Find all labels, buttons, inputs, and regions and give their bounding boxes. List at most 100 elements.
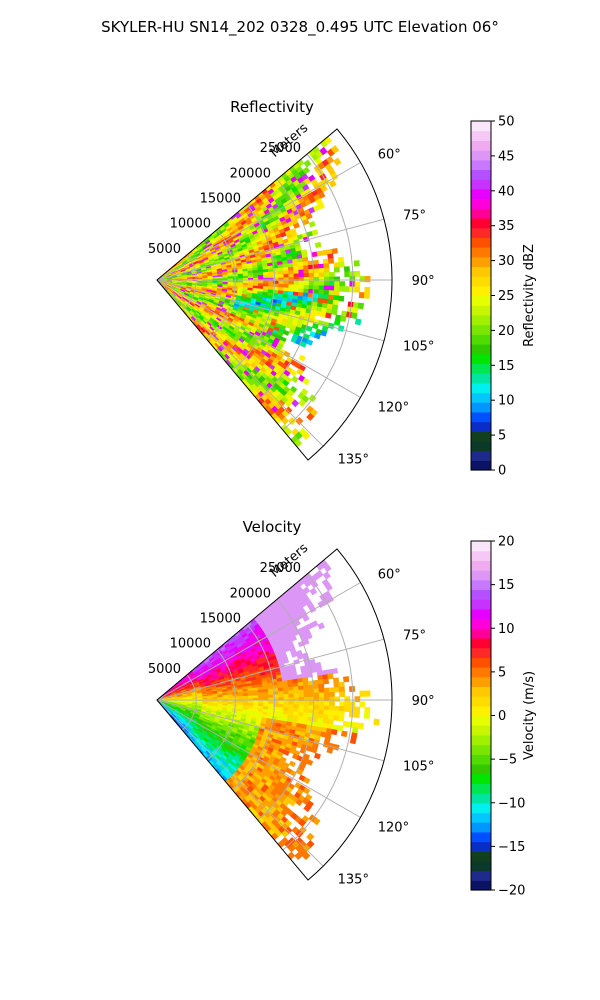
colorbar-swatch	[471, 715, 491, 726]
colorbar-swatch	[471, 599, 491, 610]
angle-tick-label: 60°	[378, 148, 401, 163]
field-cell	[293, 266, 300, 271]
field-cell	[318, 289, 325, 295]
colorbar-swatch	[471, 295, 491, 306]
field-cell	[333, 157, 342, 166]
colorbar-tick-label: −20	[498, 884, 525, 899]
colorbar-swatch	[471, 460, 491, 471]
field-cell	[354, 286, 361, 293]
field-cell	[288, 280, 295, 286]
field-cell	[331, 247, 339, 255]
colorbar-swatch	[471, 421, 491, 432]
field-cell	[354, 281, 361, 288]
field-cell	[339, 315, 347, 323]
field-cell	[287, 851, 296, 860]
field-cell	[313, 268, 320, 274]
field-cell	[327, 258, 335, 264]
colorbar-tick-label: −5	[498, 753, 517, 768]
field-cell	[298, 704, 305, 710]
field-cell	[328, 179, 337, 188]
field-cell	[343, 266, 350, 273]
field-cell	[303, 269, 310, 274]
field-cell	[278, 274, 285, 279]
field-cell	[318, 692, 325, 698]
colorbar-swatch	[471, 822, 491, 833]
colorbar-swatch	[471, 541, 491, 552]
colorbar-swatch	[471, 276, 491, 287]
field-cell	[268, 691, 274, 696]
field-cell	[298, 269, 305, 275]
field-cell	[328, 687, 335, 693]
field-cell	[311, 323, 319, 330]
field-cell	[318, 285, 325, 291]
field-cell	[303, 280, 310, 286]
field-cell	[353, 260, 360, 267]
field-cell	[338, 715, 345, 722]
colorbar-swatch	[471, 628, 491, 639]
field-cell	[328, 691, 335, 698]
field-cell	[334, 696, 341, 702]
field-cell	[353, 711, 360, 719]
colorbar-swatch	[471, 353, 491, 364]
colorbar-label: Velocity (m/s)	[522, 671, 537, 760]
field-cell	[278, 280, 285, 285]
field-cell	[323, 701, 330, 707]
colorbar: 0 5 10 15 20 25 30 35 40 45 50 Reflectivity dBZ	[470, 115, 537, 479]
field-cell	[283, 280, 290, 285]
field-cell	[318, 683, 325, 690]
colorbar-swatch	[471, 179, 491, 190]
colorbar-swatch	[471, 667, 491, 678]
field-cell	[338, 686, 345, 693]
colorbar-swatch	[471, 734, 491, 746]
panel-title: Reflectivity	[230, 98, 314, 116]
angle-tick-label: 105°	[403, 759, 434, 774]
field-cell	[333, 290, 340, 297]
field-cell	[313, 684, 320, 690]
field-cell	[338, 261, 345, 268]
field-cell	[306, 832, 315, 841]
colorbar-swatch	[471, 198, 491, 209]
colorbar-tick-label: 45	[498, 149, 515, 164]
field-cell	[328, 705, 335, 712]
angle-tick-label: 120°	[378, 400, 409, 415]
field-cell	[306, 339, 314, 346]
colorbar-swatch	[471, 188, 491, 200]
field-cell	[344, 696, 351, 703]
field-cell	[328, 290, 335, 296]
angle-tick-label: 90°	[412, 274, 435, 289]
radial-tick-label: 10000	[170, 217, 211, 232]
colorbar-tick-label: 15	[498, 359, 515, 374]
colorbar-tick-label: 25	[498, 289, 515, 304]
field-cell	[338, 286, 345, 292]
colorbar-swatch	[471, 440, 491, 452]
field-cell	[278, 270, 285, 276]
radial-tick-label: 5000	[148, 662, 181, 677]
field-cell	[330, 308, 338, 316]
field-cell	[354, 270, 361, 277]
colorbar-tick-label: 20	[498, 324, 515, 339]
field-cell	[364, 275, 371, 283]
field-cell	[293, 280, 300, 286]
colorbar-swatch	[471, 305, 491, 316]
field-cell	[288, 760, 296, 768]
field-cell	[322, 258, 330, 265]
colorbar-swatch	[471, 392, 491, 403]
field-cell	[303, 265, 310, 271]
colorbar-tick-label: 5	[498, 429, 506, 444]
field-cell	[344, 701, 351, 708]
field-cell	[298, 689, 305, 695]
field-cell	[283, 697, 290, 702]
field-cell	[293, 693, 300, 698]
field-cell	[357, 302, 365, 310]
radar-field	[156, 559, 380, 861]
field-cell	[293, 284, 300, 290]
colorbar-swatch	[471, 608, 491, 620]
colorbar-swatch	[471, 208, 491, 219]
field-cell	[357, 722, 365, 730]
field-cell	[311, 229, 319, 236]
colorbar-swatch	[471, 227, 491, 238]
field-cell	[288, 700, 295, 706]
colorbar-swatch	[471, 802, 491, 814]
field-cell	[283, 273, 290, 279]
field-cell	[354, 318, 362, 326]
